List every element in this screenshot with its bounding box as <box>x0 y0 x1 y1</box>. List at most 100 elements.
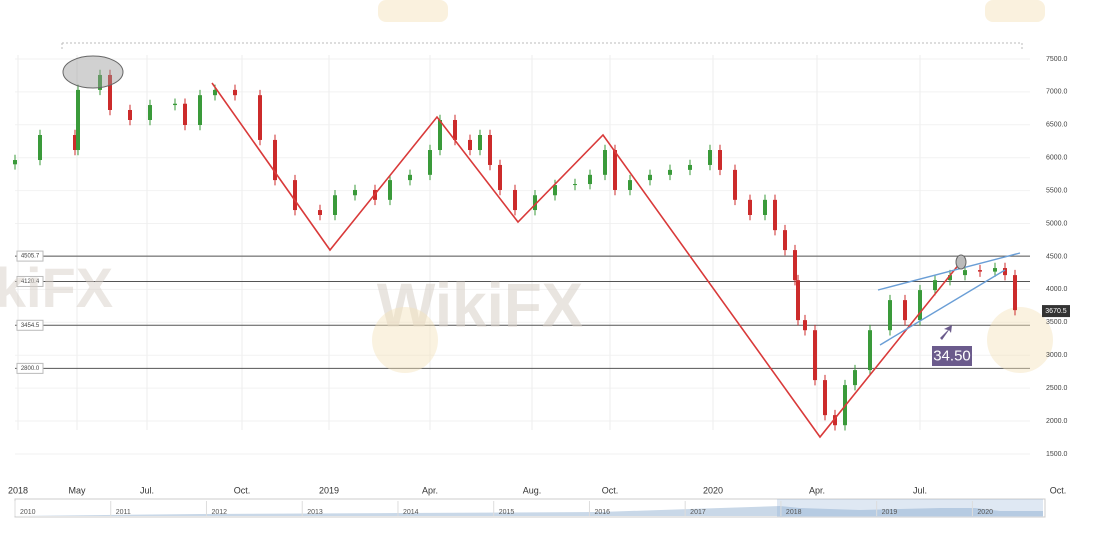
y-tick-label: 4500.0 <box>1046 253 1068 260</box>
candle-body <box>488 135 492 165</box>
level-label-box <box>16 275 44 287</box>
y-tick-label: 5000.0 <box>1046 220 1068 227</box>
candle-body <box>1013 275 1017 311</box>
watermark: WikiFX <box>0 256 113 319</box>
candle-body <box>98 74 102 90</box>
navigator-window[interactable] <box>777 499 1043 517</box>
x-tick-label: Oct. <box>1050 485 1067 495</box>
level-label-box <box>16 250 44 262</box>
candle-body <box>833 415 837 426</box>
y-tick-label: 7000.0 <box>1046 89 1068 96</box>
channel-line <box>879 269 1006 346</box>
y-tick-label: 5500.0 <box>1046 187 1068 194</box>
candle-body <box>183 103 187 125</box>
y-tick-label: 2000.0 <box>1046 418 1068 425</box>
navigator-label: 2012 <box>211 509 227 516</box>
watermark-logo <box>987 307 1053 373</box>
levels: 4505.7 4120.4 3454.5 2800.0 <box>15 250 1030 374</box>
candle-body <box>948 275 952 281</box>
navigator-label: 2016 <box>594 509 610 516</box>
candle-body <box>613 150 617 190</box>
candle-body <box>793 250 797 281</box>
candle-body <box>408 174 412 181</box>
level-label: 2800.0 <box>21 366 40 372</box>
candle-body <box>588 174 592 185</box>
candle-body <box>333 195 337 215</box>
candle-body <box>733 169 737 200</box>
candle-body <box>233 89 237 96</box>
candle-body <box>813 330 817 381</box>
y-tick-label: 3500.0 <box>1046 319 1068 326</box>
candle-body <box>978 270 982 272</box>
candle-body <box>213 89 217 96</box>
x-tick-label: 2018 <box>8 485 28 495</box>
x-tick-label: Oct. <box>234 485 251 495</box>
navigator-label: 2014 <box>403 509 419 516</box>
candle-body <box>748 199 752 215</box>
candle-body <box>273 139 277 181</box>
candle-body <box>76 89 80 151</box>
x-tick-label: Apr. <box>422 485 438 495</box>
candle-body <box>918 290 922 321</box>
candle-body <box>13 160 17 165</box>
candle-body <box>428 150 432 175</box>
candle-body <box>763 199 767 215</box>
navigator-label: 2011 <box>116 509 131 516</box>
candle-body <box>498 164 502 190</box>
x-tick-label: Oct. <box>602 485 619 495</box>
candle-body <box>573 184 577 186</box>
x-tick-label: 2019 <box>319 485 339 495</box>
candle-body <box>796 280 800 321</box>
candle-body <box>73 135 77 151</box>
navigator-label: 2018 <box>786 509 802 516</box>
y-tick-label: 4000.0 <box>1046 286 1068 293</box>
level-label: 4505.7 <box>21 254 40 260</box>
candle-body <box>933 280 937 291</box>
candle-body <box>963 270 967 276</box>
watermark-logo <box>372 307 438 373</box>
candle-body <box>318 210 322 215</box>
candle-body <box>1003 268 1007 276</box>
candle-body <box>603 150 607 175</box>
candle-body <box>553 185 557 196</box>
navigator-area <box>15 506 1043 516</box>
candle-body <box>198 95 202 125</box>
x-tick-label: 2020 <box>703 485 723 495</box>
x-tick-label: Apr. <box>809 485 825 495</box>
highlight-ellipse <box>62 55 124 89</box>
candle-body <box>453 119 457 140</box>
y-tick-label: 6500.0 <box>1046 122 1068 129</box>
annotation-box <box>932 346 972 366</box>
y-tick-label: 7500.0 <box>1046 56 1068 63</box>
candle-body <box>868 330 872 371</box>
navigator-label: 2017 <box>690 509 706 516</box>
navigator-label: 2013 <box>307 509 323 516</box>
navigator-label: 2020 <box>977 509 993 516</box>
annotation: 34.50 <box>933 347 971 364</box>
navigator-label: 2019 <box>882 509 898 516</box>
candle-body <box>853 370 857 386</box>
candle-body <box>718 150 722 170</box>
level-label-box <box>16 362 44 374</box>
trend-zigzag <box>211 82 961 439</box>
level-label: 4120.4 <box>21 279 40 285</box>
last-price-label: 3670.5 <box>1045 308 1067 315</box>
candle-body <box>468 139 472 151</box>
candle-body <box>513 189 517 211</box>
candle-body <box>478 135 482 151</box>
navigator-label: 2015 <box>499 509 515 516</box>
y-tick-label: 2500.0 <box>1046 385 1068 392</box>
candle-body <box>773 199 777 231</box>
candle-body <box>668 169 672 175</box>
level-label: 3454.5 <box>21 323 40 329</box>
channel-line <box>877 252 1021 291</box>
candle-body <box>648 174 652 181</box>
candle-body <box>438 119 442 151</box>
candle-body <box>888 300 892 331</box>
arrow <box>940 325 952 340</box>
watermark-logo <box>378 0 448 22</box>
x-tick-label: Aug. <box>523 485 542 495</box>
axes: 1500.0 2000.0 2500.0 3000.0 3500.0 4000.0 4500… <box>8 56 1070 495</box>
